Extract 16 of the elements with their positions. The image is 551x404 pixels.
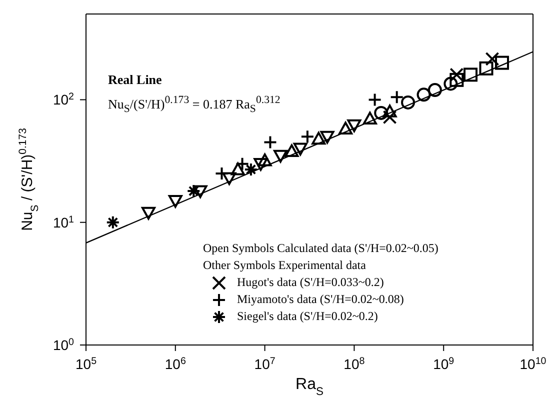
y-tick-label: 10$^{2}$ [52,91,74,108]
x-tick-label: 10$^{9}$ [433,356,454,372]
x-tick-label: 10$^{5}$ [75,356,98,372]
legend-label: Hugot's data (S'/H=0.033~0.2) [237,274,384,291]
x-tick-label: 10$^{8}$ [344,356,366,372]
annotation: Real Line [108,71,163,89]
legend-label: Miyamoto's data (S'/H=0.02~0.08) [237,291,404,308]
x-axis-title: Ra$_{S}$ [296,376,324,398]
annotation: Open Symbols Calculated data (S'/H=0.02~0.05) [203,240,438,257]
x-tick-label: 10$^{10}$ [520,356,547,372]
x-tick-label: 10$^{7}$ [254,356,276,372]
legend-label: Siegel's data (S'/H=0.02~0.2) [237,308,378,325]
x-tick-label: 10$^{6}$ [164,356,186,372]
y-tick-label: 10$^{1}$ [52,214,74,230]
annotation: Other Symbols Experimental data [203,257,367,274]
y-tick-label: 10$^{0}$ [52,336,75,353]
